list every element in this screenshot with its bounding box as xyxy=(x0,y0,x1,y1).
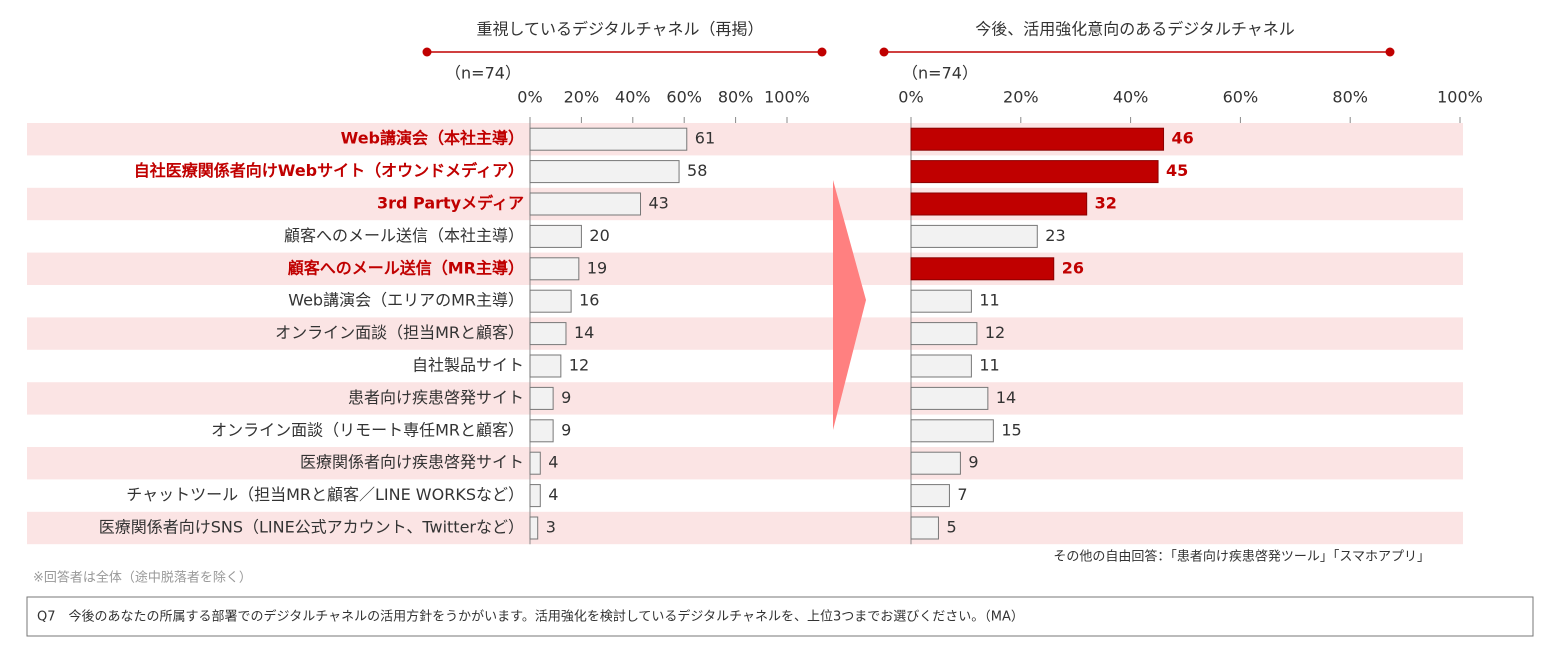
value-label: 14 xyxy=(574,323,594,342)
category-label: 顧客へのメール送信（MR主導） xyxy=(288,258,524,277)
category-label: 3rd Partyメディア xyxy=(377,194,524,213)
arrow xyxy=(833,180,866,430)
title-dot xyxy=(1385,47,1395,57)
x-tick-label: 60% xyxy=(1223,88,1259,107)
other-answers: その他の自由回答：「患者向け疾患啓発ツール」「スマホアプリ」 xyxy=(1053,549,1430,565)
title-dot xyxy=(817,47,827,57)
bar xyxy=(910,127,1165,151)
x-tick-label: 40% xyxy=(615,88,651,107)
bar xyxy=(529,386,554,410)
row-stripe xyxy=(27,382,1463,415)
bar xyxy=(910,484,950,508)
title-dot xyxy=(422,47,432,57)
bar xyxy=(529,160,680,184)
value-label: 58 xyxy=(687,161,707,180)
bar xyxy=(529,192,642,216)
bar xyxy=(529,516,539,540)
category-label: 自社製品サイト xyxy=(412,356,524,375)
category-label: オンライン面談（リモート専任MRと顧客） xyxy=(211,420,524,439)
bar xyxy=(529,257,580,281)
bar xyxy=(529,289,572,313)
value-label: 9 xyxy=(561,420,571,439)
bar xyxy=(910,386,989,410)
bar xyxy=(529,322,567,346)
value-label: 14 xyxy=(996,388,1016,407)
value-label: 4 xyxy=(548,485,558,504)
category-label: オンライン面談（担当MRと顧客） xyxy=(275,323,524,342)
bar xyxy=(529,354,562,378)
value-label: 7 xyxy=(957,485,967,504)
x-tick-label: 0% xyxy=(898,88,923,107)
bar xyxy=(910,160,1159,184)
value-label: 4 xyxy=(548,453,558,472)
sample-size: （n=74） xyxy=(902,64,978,83)
x-tick-label: 40% xyxy=(1113,88,1149,107)
bar xyxy=(910,419,994,443)
bar xyxy=(910,257,1055,281)
row-stripe xyxy=(27,187,1463,221)
value-label: 32 xyxy=(1095,194,1117,213)
value-label: 12 xyxy=(569,356,589,375)
bar xyxy=(529,484,541,508)
value-label: 11 xyxy=(979,291,999,310)
value-label: 11 xyxy=(979,356,999,375)
value-label: 23 xyxy=(1045,226,1065,245)
value-label: 9 xyxy=(968,453,978,472)
bar xyxy=(910,516,939,540)
value-label: 43 xyxy=(649,194,669,213)
row-stripe xyxy=(27,317,1463,350)
bar xyxy=(910,451,961,475)
category-label: Web講演会（本社主導） xyxy=(341,129,524,148)
x-tick-label: 100% xyxy=(764,88,810,107)
value-label: 3 xyxy=(546,518,556,537)
panel-title: 重視しているデジタルチャネル（再掲） xyxy=(476,20,763,39)
bar xyxy=(910,192,1088,216)
value-label: 15 xyxy=(1001,420,1021,439)
row-stripe xyxy=(27,447,1463,480)
title-dot xyxy=(879,47,889,57)
value-label: 19 xyxy=(587,258,607,277)
bar xyxy=(910,322,978,346)
category-label: 顧客へのメール送信（本社主導） xyxy=(284,226,524,245)
bar xyxy=(910,289,972,313)
category-label: 医療関係者向けSNS（LINE公式アカウント、Twitterなど） xyxy=(99,518,524,537)
category-label: 患者向け疾患啓発サイト xyxy=(348,388,524,407)
x-tick-label: 0% xyxy=(517,88,542,107)
bar xyxy=(529,451,541,475)
question-box xyxy=(26,596,1534,637)
category-label: チャットツール（担当MRと顧客／LINE WORKSなど） xyxy=(126,485,524,504)
x-tick-label: 100% xyxy=(1437,88,1483,107)
row-stripe xyxy=(27,511,1463,545)
x-tick-label: 80% xyxy=(1332,88,1368,107)
value-label: 12 xyxy=(985,323,1005,342)
category-label: 自社医療関係者向けWebサイト（オウンドメディア） xyxy=(134,161,524,180)
x-tick-label: 20% xyxy=(1003,88,1039,107)
value-label: 16 xyxy=(579,291,599,310)
x-tick-label: 60% xyxy=(666,88,702,107)
bar xyxy=(910,354,972,378)
sample-size: （n=74） xyxy=(445,64,521,83)
bar xyxy=(529,419,554,443)
question: Q7 今後のあなたの所属する部署でのデジタルチャネルの活用方針をうかがいます。活… xyxy=(37,609,1024,625)
category-label: 医療関係者向け疾患啓発サイト xyxy=(300,453,524,472)
x-tick-label: 20% xyxy=(564,88,600,107)
value-label: 20 xyxy=(589,226,609,245)
bar xyxy=(910,224,1038,248)
x-tick-label: 80% xyxy=(718,88,754,107)
value-label: 46 xyxy=(1172,129,1194,148)
value-label: 45 xyxy=(1166,161,1188,180)
row-stripe xyxy=(27,252,1463,285)
bar xyxy=(529,224,582,248)
bar xyxy=(529,127,688,151)
panel-title: 今後、活用強化意向のあるデジタルチャネル xyxy=(975,20,1295,39)
respondents-note: ※回答者は全体（途中脱落者を除く） xyxy=(33,570,252,586)
row-stripe xyxy=(27,123,1463,156)
value-label: 5 xyxy=(946,518,956,537)
category-label: Web講演会（エリアのMR主導） xyxy=(288,291,524,310)
value-label: 61 xyxy=(695,129,715,148)
value-label: 9 xyxy=(561,388,571,407)
value-label: 26 xyxy=(1062,258,1084,277)
